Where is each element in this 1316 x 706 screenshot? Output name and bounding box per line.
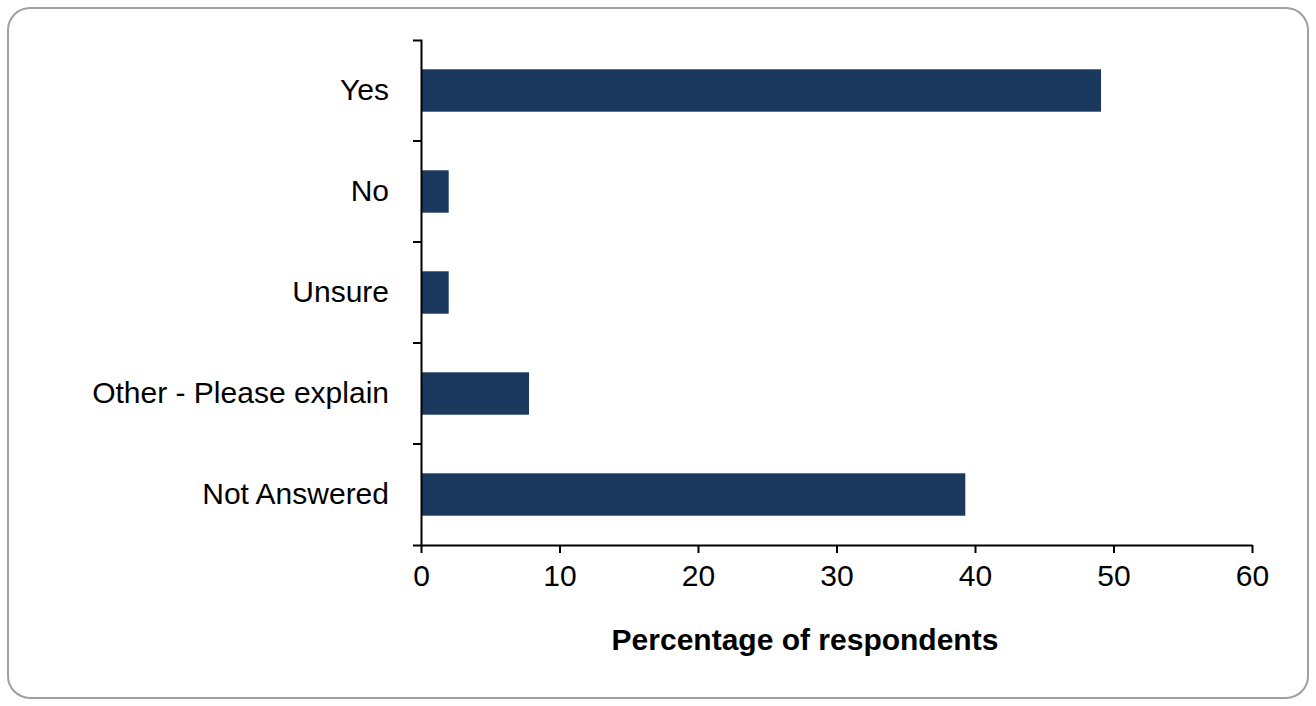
category-label: No [351,174,389,207]
tick-mark [1113,545,1115,553]
bar [421,473,965,515]
tick-mark [836,545,838,553]
value-axis: 0 10 20 30 40 50 60 [413,545,1269,592]
category-label: Not Answered [202,477,389,510]
tick-label: 40 [959,559,992,592]
tick-mark [975,545,977,553]
tick-label: 60 [1236,559,1269,592]
tick: 40 [959,545,992,592]
bars [421,69,1101,515]
category-label: Other - Please explain [92,376,389,409]
bar [421,170,449,212]
tick-label: 20 [682,559,715,592]
axis-line [413,41,422,546]
category-separator [413,140,421,142]
tick: Yes [340,73,389,106]
category-separator [413,443,421,445]
tick-mark [698,545,700,553]
tick-label: 30 [820,559,853,592]
tick: 20 [682,545,715,592]
bar [421,372,529,414]
tick: 10 [543,545,576,592]
tick-label: 10 [543,559,576,592]
bar [421,271,449,313]
category-separator [413,241,421,243]
category-axis: Yes No Unsure Other - Please explain Not Ans… [92,41,421,546]
tick: No [351,174,389,207]
axis-title: Percentage of respondents [612,623,999,656]
tick-label: 0 [413,559,430,592]
category-separator [413,342,421,344]
chart-frame [8,8,1308,698]
tick: 0 [413,545,430,592]
category-label: Yes [340,73,389,106]
tick: 60 [1236,545,1269,592]
tick-label: 50 [1097,559,1130,592]
tick-mark [1252,545,1254,553]
tick-mark [559,545,561,553]
tick: 30 [820,545,853,592]
tick: 50 [1097,545,1130,592]
tick: Not Answered [202,477,389,510]
category-label: Unsure [292,275,389,308]
tick: Unsure [292,275,389,308]
tick: Other - Please explain [92,376,389,409]
bar [421,69,1101,111]
